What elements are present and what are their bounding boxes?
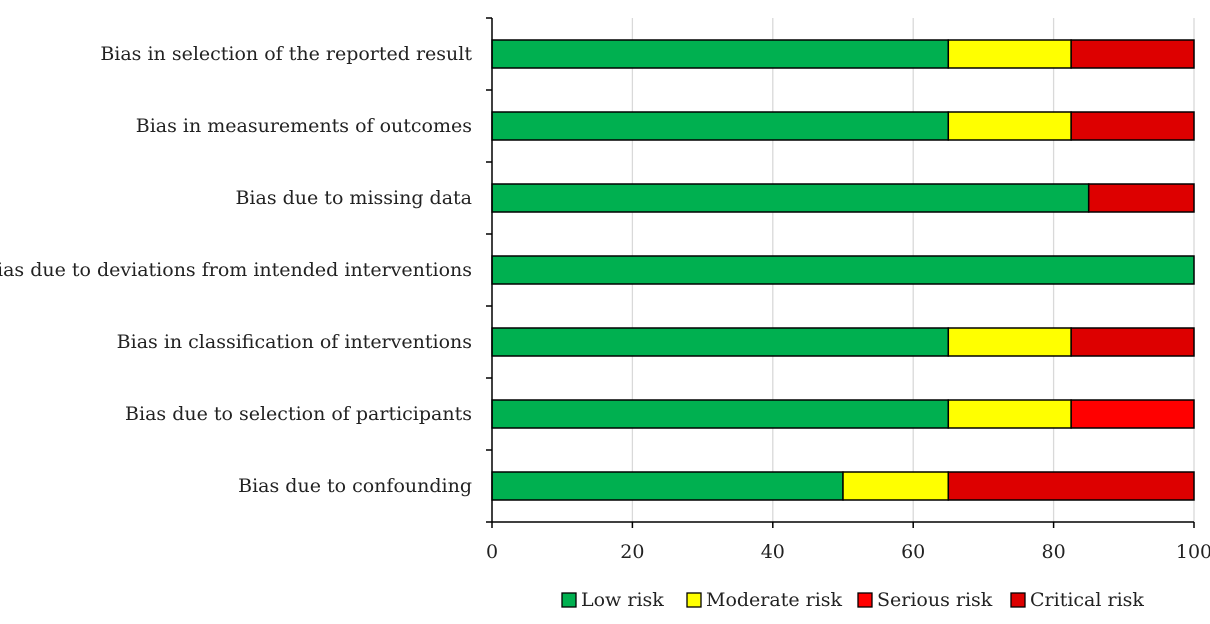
x-tick-label-100: 100 [1176, 541, 1210, 563]
legend-label-low-risk: Low risk [581, 589, 664, 611]
bar-5-moderate-risk [947, 327, 1072, 357]
legend: Low risk Moderate risk Serious risk Critica… [561, 589, 1144, 611]
bar-3-low-risk [491, 183, 1090, 213]
category-label-3: Bias due to missing data [235, 187, 472, 209]
x-tick-label-0: 0 [486, 541, 498, 563]
legend-label-critical-risk: Critical risk [1030, 589, 1144, 611]
x-tick-label-60: 60 [901, 541, 925, 563]
bar-5-critical-risk [1070, 327, 1195, 357]
x-tick-label-40: 40 [761, 541, 785, 563]
axes: 0 20 40 60 80 100 [486, 17, 1210, 563]
bar-6-serious-risk [1070, 399, 1195, 429]
legend-swatch-critical-risk [1010, 592, 1026, 608]
bar-2-moderate-risk [947, 111, 1072, 141]
bar-6-low-risk [491, 399, 950, 429]
bar-4-low-risk [491, 255, 1195, 285]
legend-label-serious-risk: Serious risk [877, 589, 993, 611]
category-label-1: Bias in selection of the reported result [100, 43, 472, 65]
bar-2-low-risk [491, 111, 950, 141]
legend-swatch-serious-risk [857, 592, 873, 608]
bar-1-critical-risk [1070, 39, 1195, 69]
bar-5-low-risk [491, 327, 950, 357]
bar-1-low-risk [491, 39, 950, 69]
bar-3-critical-risk [1087, 183, 1195, 213]
bar-7-critical-risk [947, 471, 1195, 501]
legend-label-moderate-risk: Moderate risk [706, 589, 843, 611]
category-label-5: Bias in classification of interventions [117, 331, 472, 353]
bar-2-critical-risk [1070, 111, 1195, 141]
bar-7-low-risk [491, 471, 844, 501]
category-label-7: Bias due to confounding [238, 475, 472, 497]
bar-6-moderate-risk [947, 399, 1072, 429]
category-labels: Bias in selection of the reported result… [0, 43, 472, 497]
x-tick-label-20: 20 [620, 541, 644, 563]
bars [491, 39, 1195, 501]
x-tick-label-80: 80 [1042, 541, 1066, 563]
category-label-2: Bias in measurements of outcomes [136, 115, 472, 137]
category-label-4: Bias due to deviations from intended int… [0, 259, 472, 281]
legend-swatch-low-risk [561, 592, 577, 608]
category-label-6: Bias due to selection of participants [125, 403, 472, 425]
bar-7-moderate-risk [842, 471, 950, 501]
legend-swatch-moderate-risk [686, 592, 702, 608]
bar-1-moderate-risk [947, 39, 1072, 69]
